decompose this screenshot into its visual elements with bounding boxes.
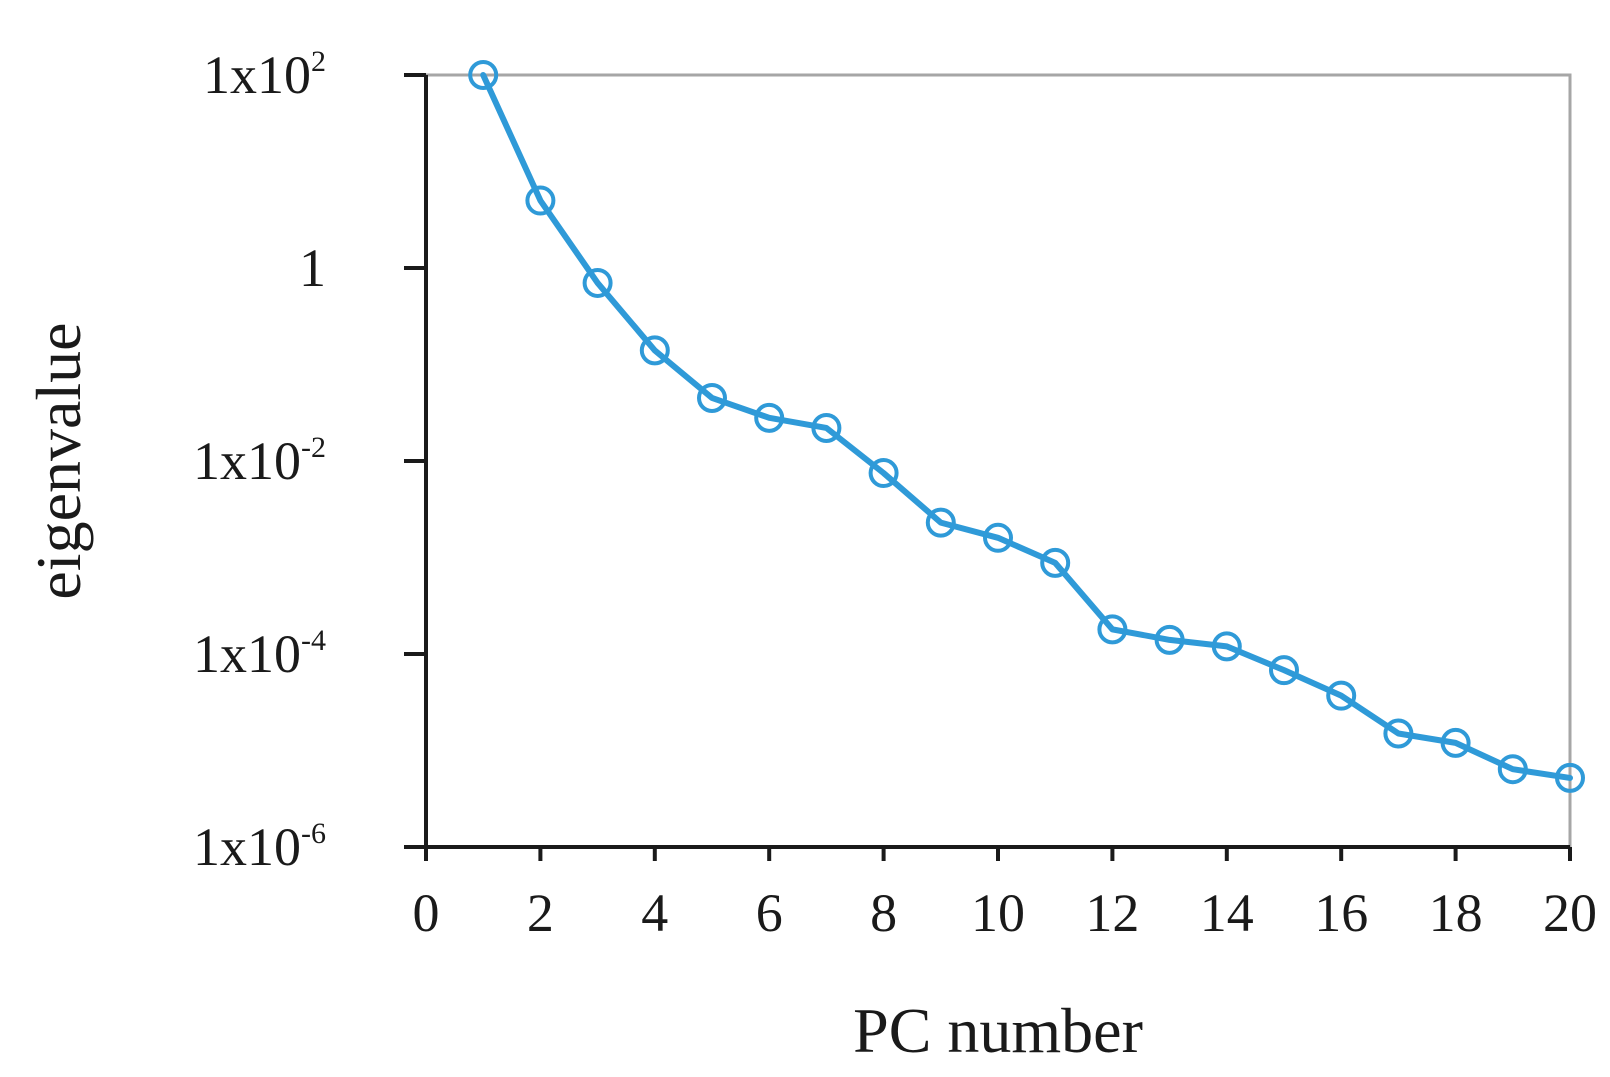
data-point-marker [1154, 624, 1185, 655]
x-tick-label: 20 [1543, 883, 1597, 943]
series-line [480, 72, 1573, 781]
y-tick-label: 1x10-2 [193, 431, 326, 491]
y-tick-label-base: 1x10 [193, 817, 301, 877]
y-tick-label-base: 1x10 [203, 45, 311, 105]
eigenvalue-series [468, 60, 1585, 793]
y-axis-title: eigenvalue [23, 322, 94, 599]
x-tick-label: 12 [1085, 883, 1139, 943]
data-point-marker [697, 382, 727, 413]
data-point-marker [1269, 655, 1299, 686]
data-point-marker [1326, 680, 1357, 711]
x-axis-title: PC number [853, 995, 1143, 1066]
y-tick-label-base: 1x10 [193, 624, 301, 684]
x-tick-label: 14 [1200, 883, 1254, 943]
data-point-marker [1383, 718, 1414, 749]
y-tick-label-exponent: -4 [301, 624, 326, 657]
data-point-marker [811, 412, 842, 443]
x-tick-label: 18 [1429, 883, 1483, 943]
data-point-marker [1440, 727, 1471, 758]
x-tick-label: 6 [756, 883, 783, 943]
data-point-marker [925, 507, 956, 538]
x-tick-label: 10 [971, 883, 1025, 943]
data-point-marker [1211, 631, 1242, 662]
x-tick-label: 4 [641, 883, 668, 943]
y-tick-label: 1x10-4 [193, 624, 326, 684]
data-point-marker [525, 185, 556, 216]
data-point-marker [582, 267, 613, 298]
data-point-marker [639, 335, 670, 366]
y-tick-label: 1x102 [203, 45, 326, 105]
x-axis-ticks: 0 2 4 6 8 10 12 14 16 18 20 [413, 847, 1597, 943]
data-point-marker [1555, 762, 1585, 793]
y-tick-label-exponent: 2 [311, 45, 326, 78]
y-tick-label-exponent: -6 [301, 817, 326, 850]
data-point-marker [868, 458, 899, 489]
x-tick-label: 0 [413, 883, 440, 943]
x-tick-label: 2 [527, 883, 554, 943]
x-tick-label: 16 [1314, 883, 1368, 943]
data-point-marker [1497, 754, 1528, 785]
y-tick-label: 1x10-6 [193, 817, 326, 877]
data-point-marker [1097, 614, 1128, 645]
y-tick-label-exponent: -2 [301, 431, 326, 464]
y-tick-label: 1 [299, 238, 326, 298]
data-point-marker [754, 402, 785, 433]
y-tick-label-base: 1x10 [193, 431, 301, 491]
x-tick-label: 8 [870, 883, 897, 943]
y-tick-label-base: 1 [299, 238, 326, 298]
data-point-marker [983, 522, 1013, 553]
data-point-marker [1040, 547, 1071, 578]
data-point-marker [468, 60, 499, 90]
